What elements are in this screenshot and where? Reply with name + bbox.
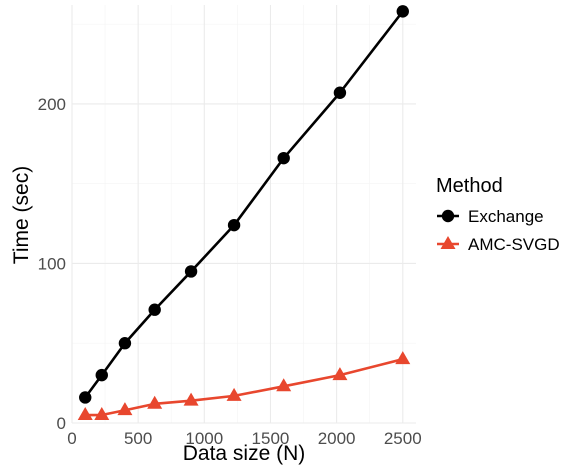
legend-item-amc-svgd: AMC-SVGD [437,235,560,254]
data-point-amc-svgd [77,406,93,420]
x-tick-label: 2500 [384,429,422,448]
data-point-amc-svgd [94,406,110,420]
data-point-exchange [277,151,290,165]
legend-label: Exchange [468,207,544,226]
x-tick-label: 500 [124,429,152,448]
y-tick-label: 100 [38,254,66,273]
series-line-exchange [84,10,404,399]
x-tick-label: 1500 [252,429,290,448]
axis-ticks: 0 500 1000 1500 2000 2500 0 100 200 [38,95,422,448]
x-tick-label: 0 [67,429,76,448]
series-line-amc-svgd [85,357,404,417]
legend: Method Exchange AMC-SVGD [436,175,560,254]
series-amc-svgd [77,351,411,420]
data-point-exchange [184,265,198,278]
legend-key-marker [440,235,456,249]
data-point-exchange [118,337,132,350]
series-layer [77,5,411,420]
data-point-exchange [79,391,92,404]
x-tick-label: 2000 [318,429,356,448]
data-point-amc-svgd [183,392,199,406]
x-axis-title: Data size (N) [183,442,306,465]
data-point-amc-svgd [117,402,133,416]
data-point-exchange [227,218,241,232]
data-point-amc-svgd [395,351,411,365]
data-point-amc-svgd [276,378,292,392]
data-point-exchange [333,86,347,99]
data-point-amc-svgd [332,367,348,381]
legend-label: AMC-SVGD [468,235,560,254]
grid-lines [71,5,416,424]
y-axis-title: Time (sec) [10,166,33,264]
data-point-exchange [148,303,161,316]
x-tick-label: 1000 [185,429,223,448]
legend-item-exchange: Exchange [437,207,544,226]
legend-key-marker [441,209,455,223]
data-point-exchange [396,5,409,18]
series-exchange [79,5,409,404]
data-point-amc-svgd [147,395,163,409]
y-tick-label: 0 [57,414,66,433]
data-point-exchange [95,368,108,382]
legend-title: Method [436,175,503,197]
y-tick-label: 200 [38,95,66,114]
data-point-amc-svgd [226,387,242,401]
